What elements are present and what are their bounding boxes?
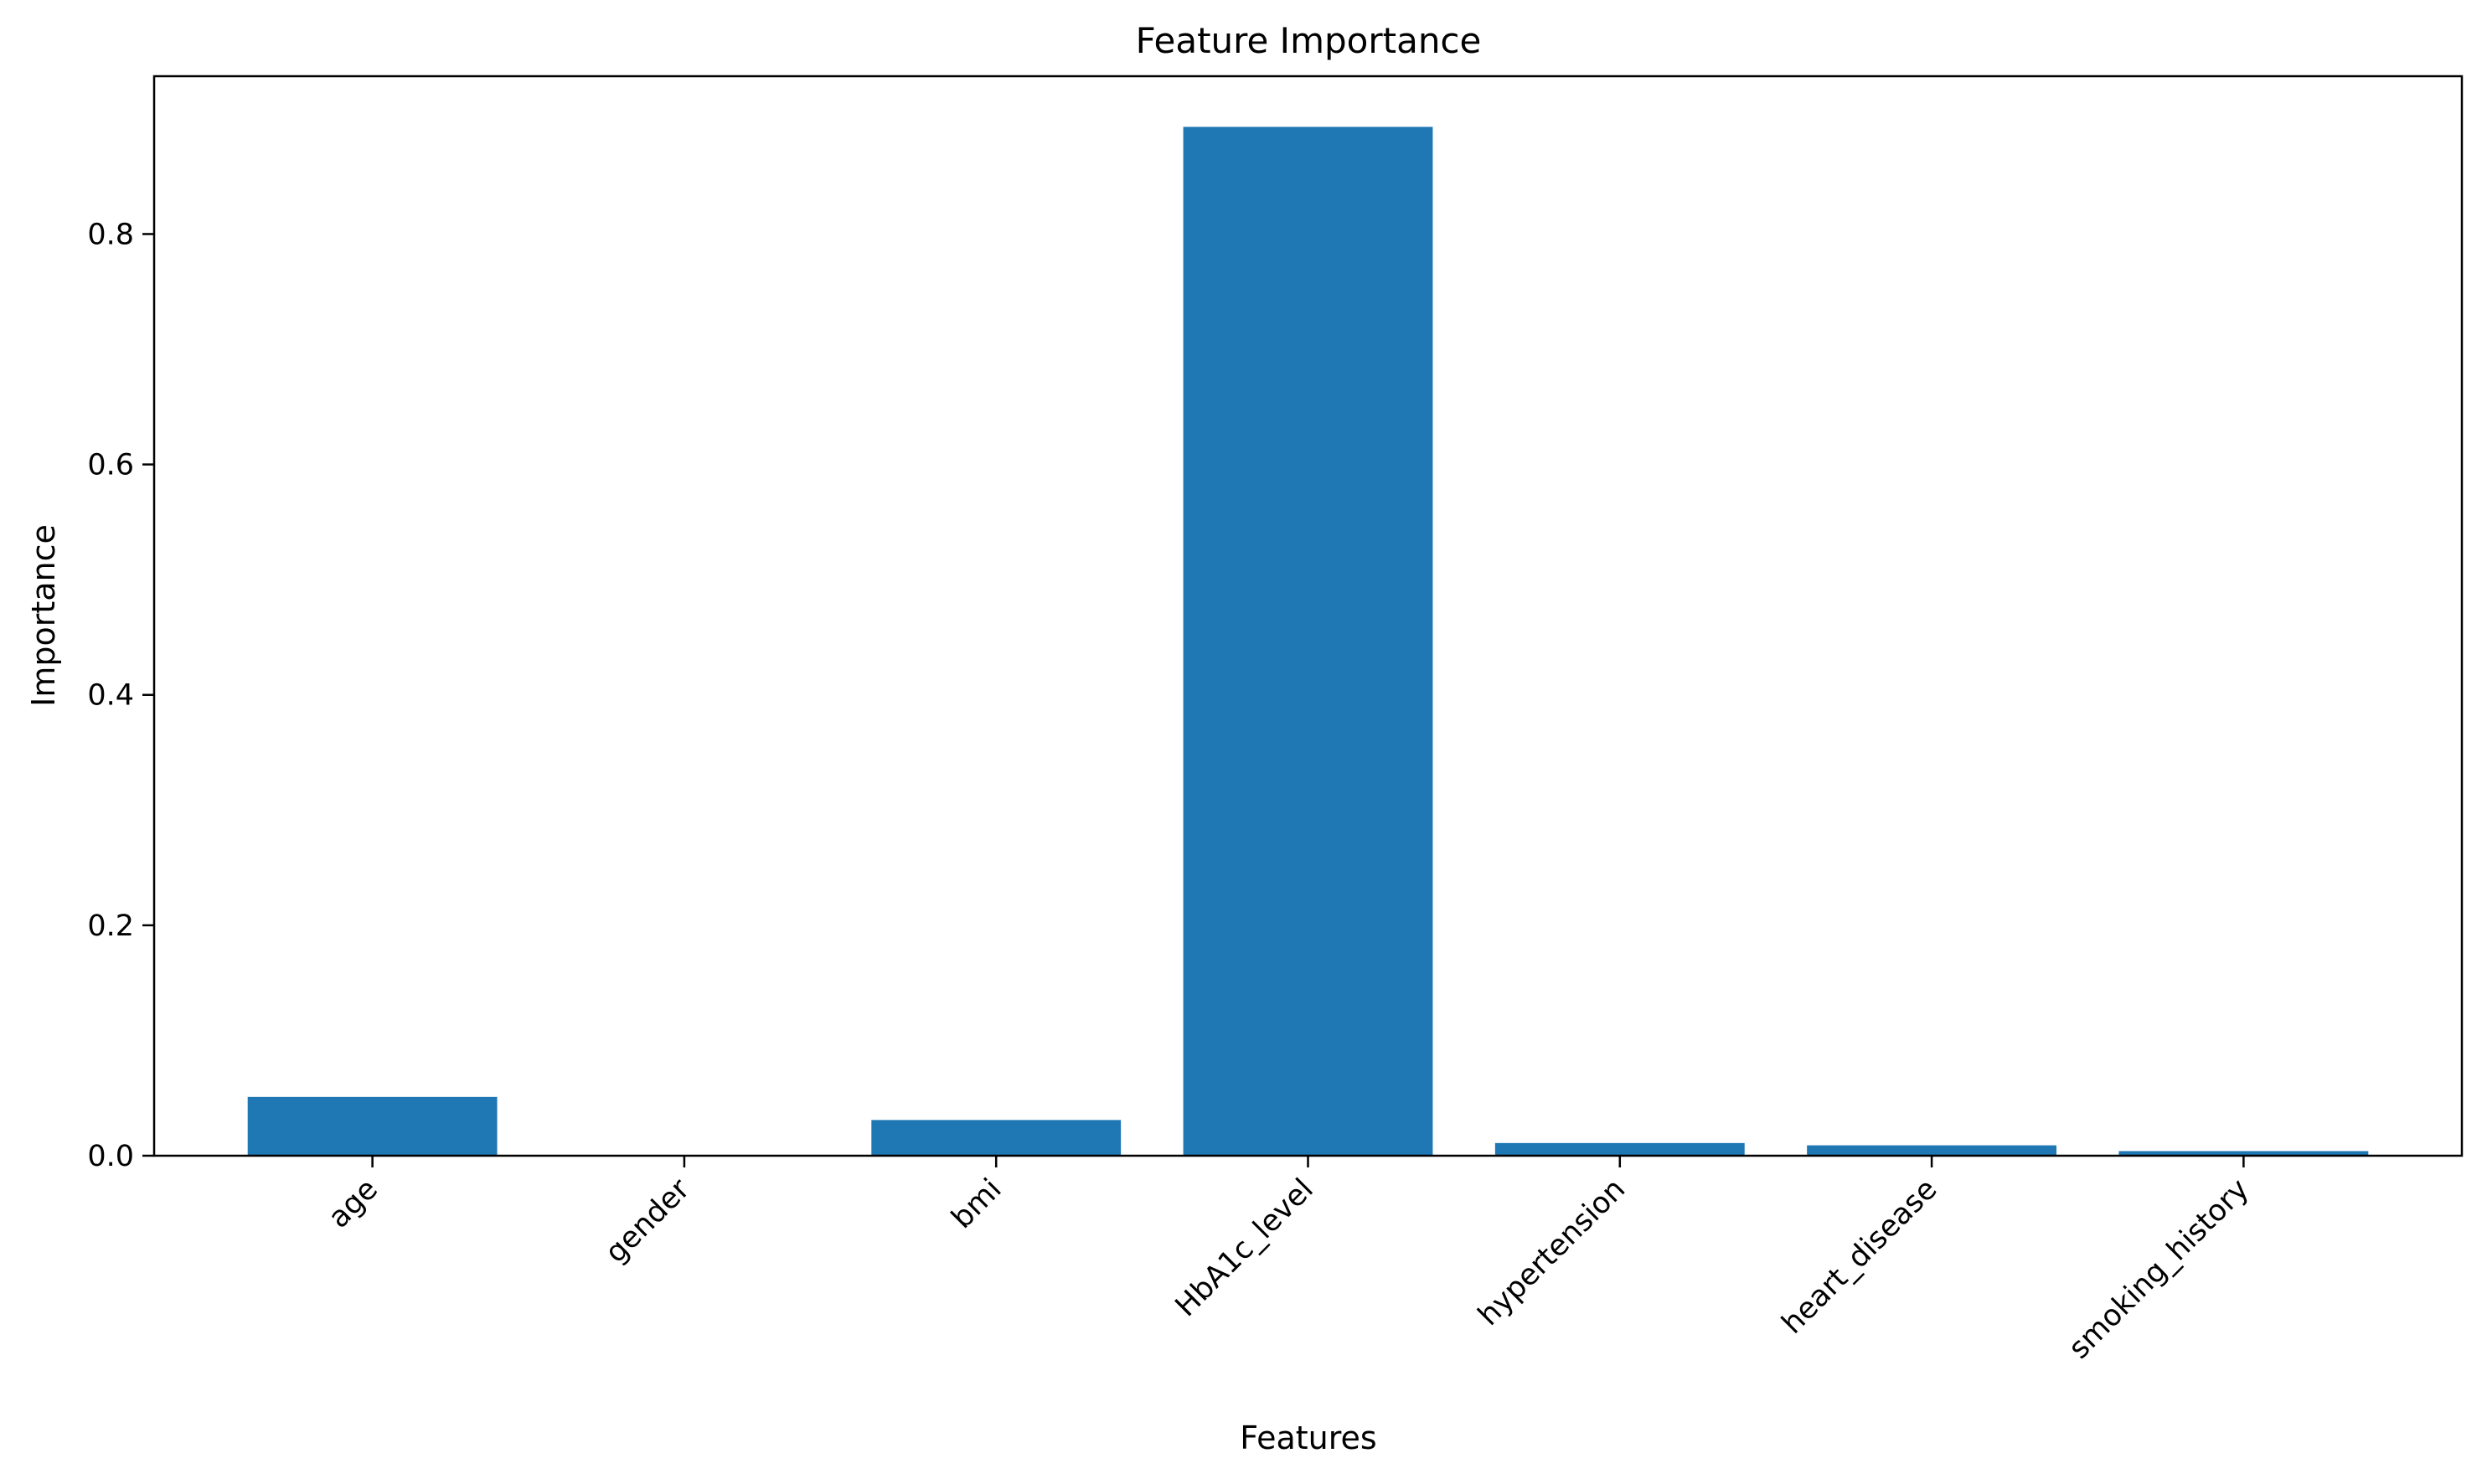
y-tick-label: 0.0 bbox=[87, 1140, 134, 1173]
x-axis-label: Features bbox=[1240, 1420, 1376, 1456]
y-tick-label: 0.2 bbox=[87, 909, 134, 943]
plot-area bbox=[247, 126, 2369, 1157]
bar-heart-disease bbox=[1807, 1145, 2057, 1156]
y-tick-label: 0.6 bbox=[87, 449, 134, 482]
bar-hba1c-level bbox=[1183, 126, 1433, 1157]
y-tick-label: 0.8 bbox=[87, 218, 134, 251]
bar-hypertension bbox=[1494, 1142, 1745, 1156]
y-axis: 0.0 0.2 0.4 0.6 0.8 bbox=[87, 218, 154, 1173]
bar-bmi bbox=[871, 1120, 1122, 1156]
chart-title: Feature Importance bbox=[1136, 20, 1482, 61]
bar-smoking-history bbox=[2118, 1151, 2369, 1156]
y-tick-label: 0.4 bbox=[87, 679, 134, 713]
y-axis-label: Importance bbox=[25, 524, 62, 707]
bar-age bbox=[247, 1096, 498, 1156]
